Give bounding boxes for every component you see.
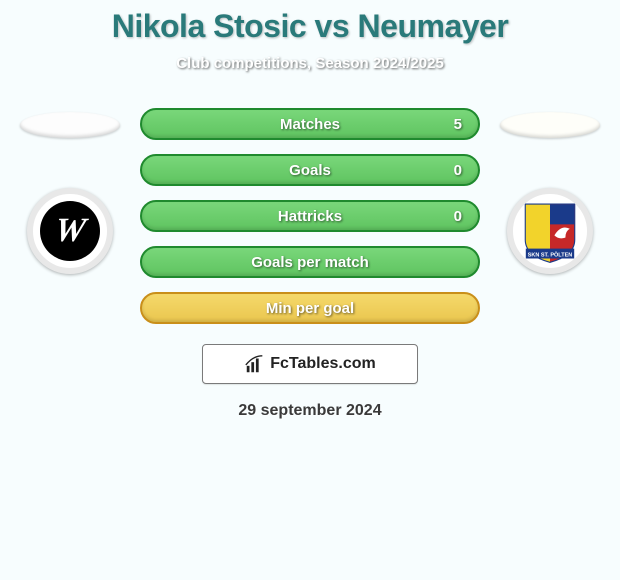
source-logo-text: FcTables.com — [270, 355, 376, 373]
right-side: SKN ST. PÖLTEN — [500, 112, 600, 274]
stat-label: Goals per match — [251, 254, 369, 271]
bar-chart-icon — [244, 353, 266, 375]
left-side: W — [20, 112, 120, 274]
comparison-card: Nikola Stosic vs Neumayer Club competiti… — [0, 0, 620, 420]
stat-value-right: 0 — [454, 208, 462, 225]
stat-row-matches: Matches 5 — [140, 108, 480, 140]
stat-value-right: 0 — [454, 162, 462, 179]
stat-row-goals: Goals 0 — [140, 154, 480, 186]
stat-label: Matches — [280, 116, 340, 133]
stat-row-hattricks: Hattricks 0 — [140, 200, 480, 232]
stats-list: Matches 5 Goals 0 Hattricks 0 Goals per … — [140, 108, 480, 324]
skn-st-poelten-crest: SKN ST. PÖLTEN — [517, 198, 583, 264]
club-badge-right: SKN ST. PÖLTEN — [507, 188, 593, 274]
player-photo-left — [20, 112, 120, 138]
stat-value-right: 5 — [454, 116, 462, 133]
stat-label: Min per goal — [266, 300, 354, 317]
crest-monogram-icon: W — [52, 212, 88, 250]
stat-label: Hattricks — [278, 208, 342, 225]
main-row: W Matches 5 Goals 0 Hattricks 0 Goals pe… — [0, 112, 620, 324]
sv-ried-crest: W — [40, 201, 100, 261]
page-title: Nikola Stosic vs Neumayer — [0, 8, 620, 45]
subtitle: Club competitions, Season 2024/2025 — [0, 55, 620, 72]
svg-text:SKN ST. PÖLTEN: SKN ST. PÖLTEN — [528, 251, 573, 258]
stat-label: Goals — [289, 162, 331, 179]
date-label: 29 september 2024 — [0, 402, 620, 420]
player-photo-right — [500, 112, 600, 138]
stat-row-goals-per-match: Goals per match — [140, 246, 480, 278]
source-logo[interactable]: FcTables.com — [202, 344, 418, 384]
stat-row-min-per-goal: Min per goal — [140, 292, 480, 324]
club-badge-left: W — [27, 188, 113, 274]
